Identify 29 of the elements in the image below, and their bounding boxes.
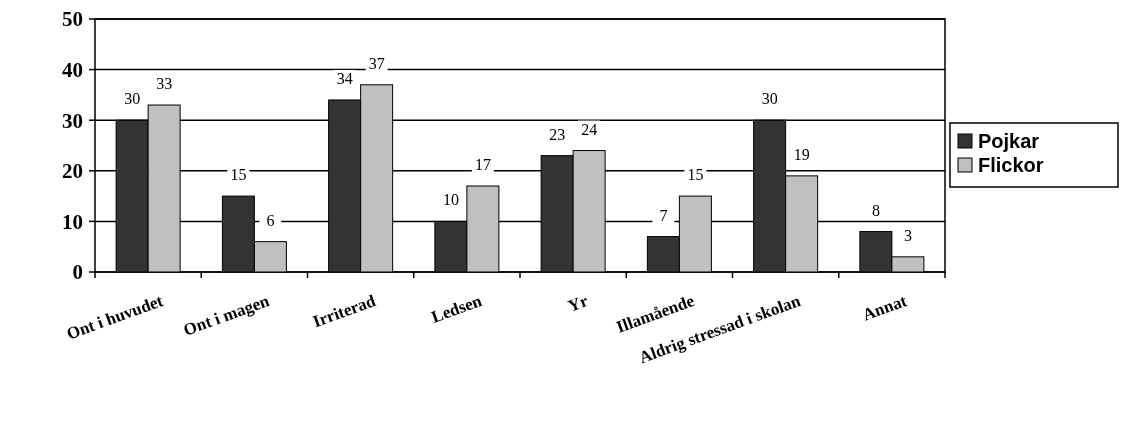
x-tick-label: Yr xyxy=(565,290,591,316)
data-label: 10 xyxy=(442,191,459,209)
data-label: 6 xyxy=(266,211,275,229)
legend-label: Flickor xyxy=(978,154,1044,176)
data-label: 37 xyxy=(368,54,385,72)
x-tick-label: Ont i magen xyxy=(180,290,273,340)
y-tick-label: 50 xyxy=(62,7,83,32)
data-label: 33 xyxy=(156,75,173,93)
data-label: 15 xyxy=(687,166,704,184)
x-tick-label: Annat xyxy=(860,290,910,325)
legend-label: Pojkar xyxy=(978,130,1040,152)
y-tick-label: 10 xyxy=(62,209,83,234)
data-label: 8 xyxy=(871,201,880,219)
data-label: 30 xyxy=(761,90,778,108)
y-tick-label: 40 xyxy=(62,57,83,82)
y-tick-label: 20 xyxy=(62,159,83,184)
data-label: 7 xyxy=(659,206,668,224)
data-label: 3 xyxy=(903,226,912,244)
data-label: 30 xyxy=(124,90,141,108)
data-label: 24 xyxy=(581,120,598,138)
data-label: 23 xyxy=(549,125,566,143)
x-tick-label: Ont i huvudet xyxy=(64,290,166,344)
data-label: 34 xyxy=(336,69,353,87)
y-tick-label: 0 xyxy=(72,260,83,285)
x-tick-label: Ledsen xyxy=(428,290,485,327)
data-label: 15 xyxy=(230,166,247,184)
y-tick-label: 30 xyxy=(62,108,83,133)
data-label: 17 xyxy=(474,155,491,173)
data-label: 19 xyxy=(793,145,810,163)
